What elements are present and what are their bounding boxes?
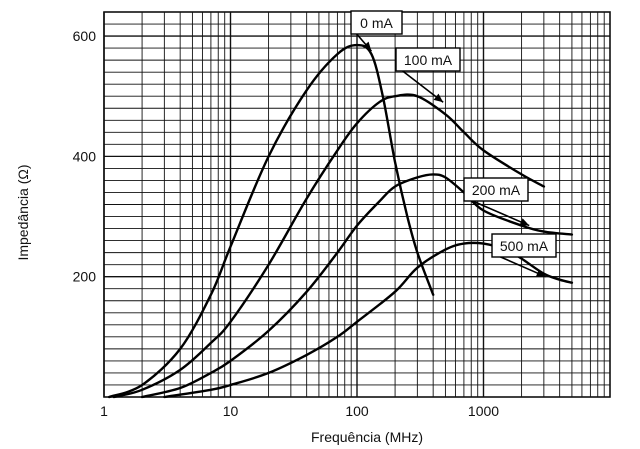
annotation-arrow <box>495 254 546 278</box>
series-line-4 <box>163 241 574 399</box>
annotation-label: 100 mA <box>404 52 453 68</box>
annotation-arrowhead <box>362 41 372 52</box>
series-annotations: 0 mA 100 mA 200 mA 500 mA <box>350 10 557 278</box>
annotation-box <box>491 233 557 258</box>
annotation-label: 200 mA <box>472 182 521 198</box>
annotation-label: 500 mA <box>500 238 549 254</box>
annotation-arrow <box>399 68 444 103</box>
x-tick-label: 1 <box>100 403 108 419</box>
x-tick-label: 10 <box>223 403 239 419</box>
annotation-arrowhead <box>519 218 530 226</box>
y-axis-label: Impedância (Ω) <box>15 164 31 260</box>
annotation-label: 0 mA <box>360 15 393 31</box>
annotation-box <box>350 10 403 35</box>
x-tick-label: 1000 <box>468 403 499 419</box>
x-axis-label: Frequência (MHz) <box>311 429 423 445</box>
y-tick-label: 600 <box>73 28 97 44</box>
tick-labels: 1 10 100 1000 200 400 600 <box>73 28 500 419</box>
annotation-arrow <box>467 198 530 227</box>
series-line-3 <box>140 173 574 399</box>
series-line-2 <box>112 93 546 399</box>
annotation-arrowhead <box>433 93 444 103</box>
series-lines <box>108 43 574 399</box>
series-line-1 <box>108 43 435 399</box>
annotation-box <box>395 47 461 72</box>
grid <box>103 12 610 397</box>
annotation-arrowhead <box>535 269 546 277</box>
x-tick-label: 100 <box>345 403 369 419</box>
y-tick-label: 200 <box>73 269 97 285</box>
y-tick-label: 400 <box>73 148 97 164</box>
annotation-box <box>463 177 529 202</box>
